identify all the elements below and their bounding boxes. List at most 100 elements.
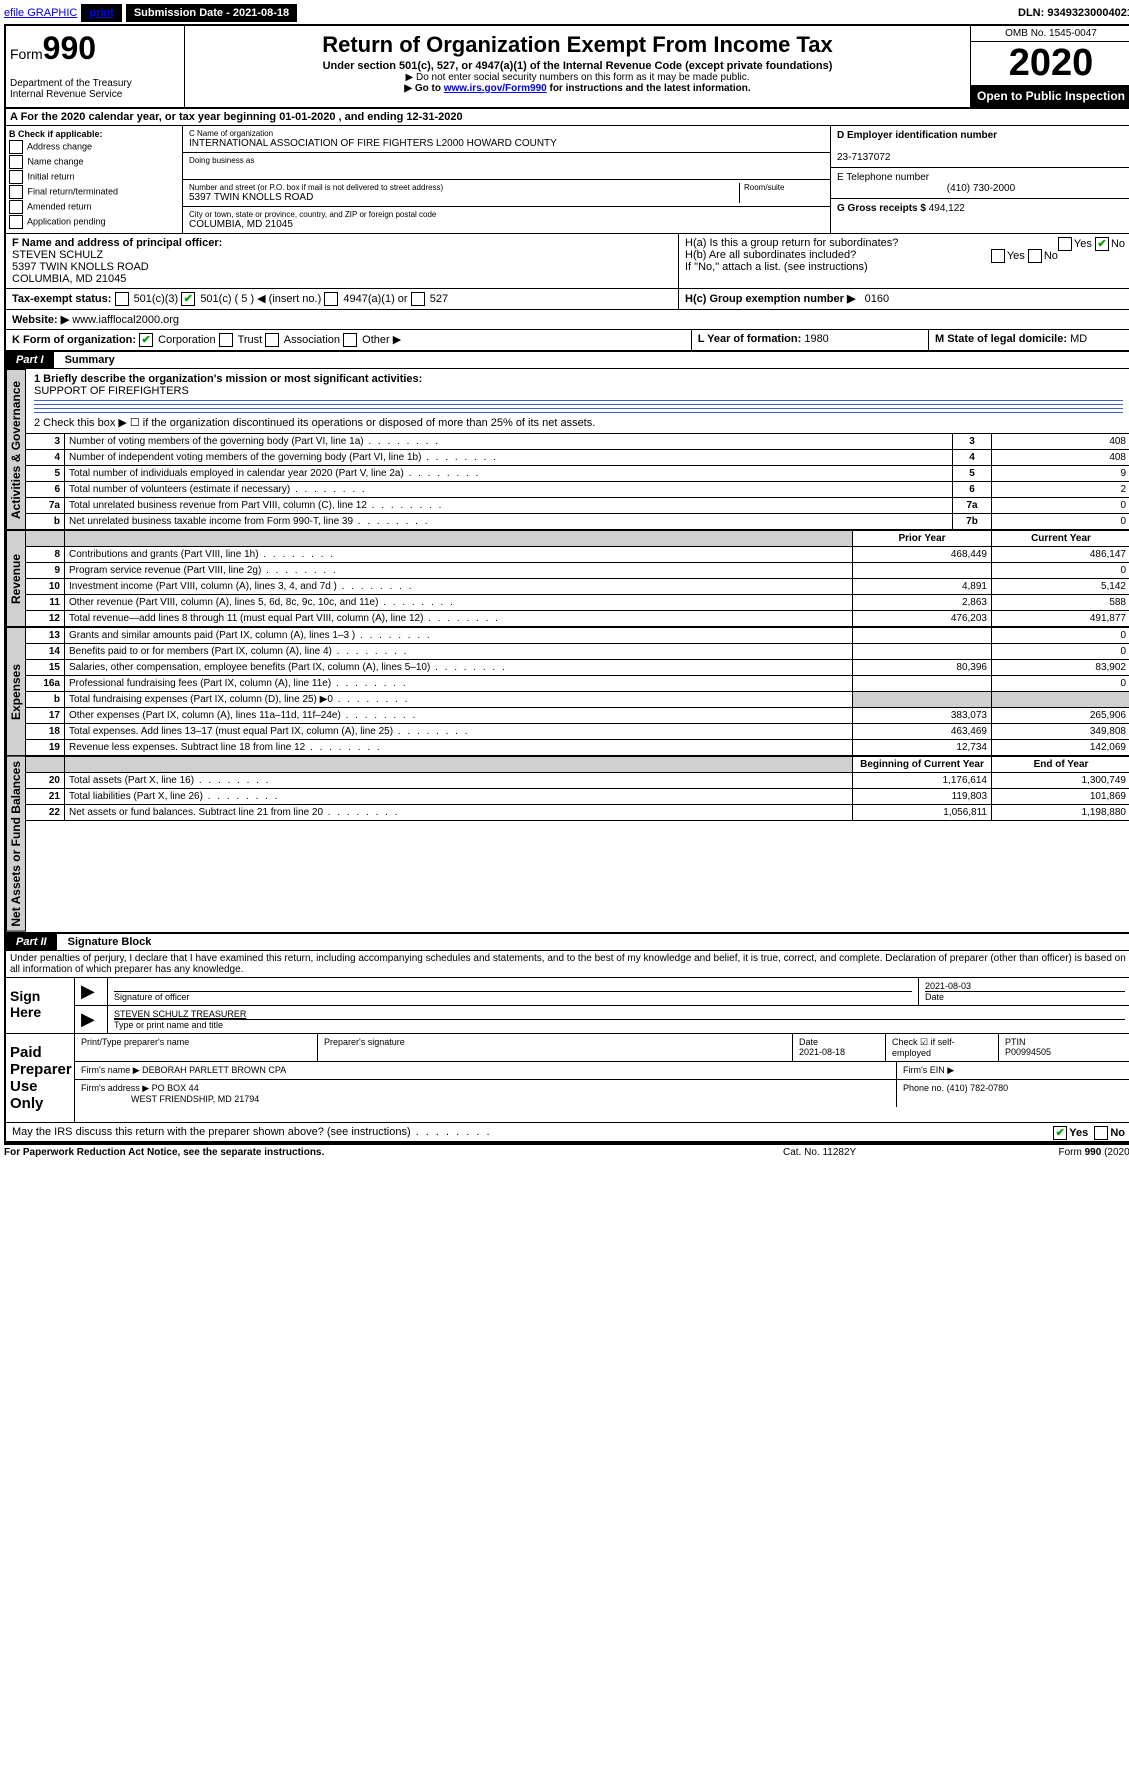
check-final-return[interactable]: Final return/terminated [9, 185, 179, 199]
box-f: F Name and address of principal officer:… [6, 234, 679, 288]
box-hc: H(c) Group exemption number ▶ 0160 [679, 289, 1129, 309]
part1-badge: Part I [6, 352, 54, 368]
table-row: 16aProfessional fundraising fees (Part I… [26, 676, 1129, 692]
self-employed: Check ☑ if self-employed [886, 1034, 999, 1061]
footer: For Paperwork Reduction Act Notice, see … [4, 1143, 1129, 1158]
side-governance: Activities & Governance [6, 369, 26, 530]
form-header: Form990 Department of the Treasury Inter… [6, 26, 1129, 109]
hb-yes[interactable]: Yes [1007, 250, 1025, 262]
period-row: A For the 2020 calendar year, or tax yea… [6, 109, 1129, 126]
check-initial-return[interactable]: Initial return [9, 170, 179, 184]
dba-label: Doing business as [189, 156, 824, 165]
arrow-icon-2: ▶ [75, 1006, 108, 1033]
firm-name-label: Firm's name ▶ [81, 1065, 140, 1075]
note-goto-suffix: for instructions and the latest informat… [547, 83, 751, 94]
form-number: 990 [43, 30, 96, 66]
phone-label: E Telephone number [837, 172, 929, 183]
form-title: Return of Organization Exempt From Incom… [189, 32, 966, 58]
cat-no: Cat. No. 11282Y [783, 1147, 983, 1158]
gross-receipts-label: G Gross receipts $ [837, 203, 926, 214]
revenue-section: Revenue Prior YearCurrent Year8Contribut… [6, 530, 1129, 627]
prep-date: 2021-08-18 [799, 1047, 845, 1057]
discuss-text: May the IRS discuss this return with the… [12, 1126, 492, 1138]
website-label: Website: ▶ [12, 314, 69, 326]
check-amended[interactable]: Amended return [9, 200, 179, 214]
ein-value: 23-7137072 [837, 152, 890, 163]
side-revenue: Revenue [6, 530, 26, 627]
officer-name: STEVEN SCHULZ [12, 249, 103, 261]
netassets-table: Beginning of Current YearEnd of Year20To… [26, 756, 1129, 821]
box-l-label: L Year of formation: [698, 333, 802, 345]
table-row: 22Net assets or fund balances. Subtract … [26, 805, 1129, 821]
omb-number: OMB No. 1545-0047 [971, 26, 1129, 42]
side-expenses: Expenses [6, 627, 26, 756]
hb-note: If "No," attach a list. (see instruction… [685, 261, 1125, 273]
table-row: 5Total number of individuals employed in… [26, 466, 1129, 482]
opt-527[interactable]: 527 [430, 293, 448, 305]
instructions-link[interactable]: www.irs.gov/Form990 [444, 83, 547, 94]
hc-value: 0160 [865, 293, 889, 305]
opt-other[interactable]: Other ▶ [362, 334, 401, 346]
firm-name: DEBORAH PARLETT BROWN CPA [142, 1065, 286, 1075]
table-row: 7aTotal unrelated business revenue from … [26, 498, 1129, 514]
ptin-value: P00994505 [1005, 1047, 1051, 1057]
tax-status: Tax-exempt status: 501(c)(3) 501(c) ( 5 … [6, 289, 679, 309]
table-row: 17Other expenses (Part IX, column (A), l… [26, 708, 1129, 724]
form-footer: Form 990 (2020) [983, 1147, 1129, 1158]
box-k: K Form of organization: Corporation Trus… [6, 330, 692, 350]
paid-preparer-label: Paid Preparer Use Only [6, 1034, 75, 1122]
form-subtitle: Under section 501(c), 527, or 4947(a)(1)… [189, 60, 966, 72]
efile-link[interactable]: efile GRAPHIC [4, 7, 77, 19]
discuss-no[interactable]: No [1110, 1127, 1125, 1139]
ha-yes[interactable]: Yes [1074, 238, 1092, 250]
revenue-table: Prior YearCurrent Year8Contributions and… [26, 530, 1129, 627]
officer-typed-name: STEVEN SCHULZ TREASURER [114, 1009, 246, 1019]
table-row: 6Total number of volunteers (estimate if… [26, 482, 1129, 498]
dln: DLN: 93493230004021 [1018, 7, 1129, 19]
ha-no[interactable]: No [1111, 238, 1125, 250]
ha-label: H(a) Is this a group return for subordin… [685, 237, 898, 249]
table-header: Beginning of Current YearEnd of Year [26, 757, 1129, 773]
sign-here-label: Sign Here [6, 978, 75, 1033]
opt-501c[interactable]: 501(c) ( 5 ) ◀ (insert no.) [200, 293, 321, 305]
prep-sig-label: Preparer's signature [324, 1037, 405, 1047]
mission-text: SUPPORT OF FIREFIGHTERS [34, 385, 189, 397]
form-id-box: Form990 Department of the Treasury Inter… [6, 26, 185, 107]
opt-501c3[interactable]: 501(c)(3) [134, 293, 179, 305]
table-row: 3Number of voting members of the governi… [26, 434, 1129, 450]
table-row: 12Total revenue—add lines 8 through 11 (… [26, 611, 1129, 627]
part2-title: Signature Block [60, 936, 152, 948]
firm-phone: (410) 782-0780 [947, 1083, 1009, 1093]
box-b: B Check if applicable: Address change Na… [6, 126, 183, 233]
city-value: COLUMBIA, MD 21045 [189, 219, 824, 230]
table-header: Prior YearCurrent Year [26, 531, 1129, 547]
opt-4947[interactable]: 4947(a)(1) or [343, 293, 407, 305]
netassets-section: Net Assets or Fund Balances Beginning of… [6, 756, 1129, 934]
box-m: M State of legal domicile: MD [929, 330, 1129, 350]
discuss-yes[interactable]: Yes [1069, 1127, 1088, 1139]
opt-corp[interactable]: Corporation [158, 334, 215, 346]
form-container: Form990 Department of the Treasury Inter… [4, 24, 1129, 1143]
box-c: C Name of organization INTERNATIONAL ASS… [183, 126, 831, 233]
check-name-change[interactable]: Name change [9, 155, 179, 169]
check-app-pending[interactable]: Application pending [9, 215, 179, 229]
governance-table: 3Number of voting members of the governi… [26, 433, 1129, 530]
hb-no[interactable]: No [1044, 250, 1058, 262]
hc-label: H(c) Group exemption number ▶ [685, 293, 855, 305]
street-address: 5397 TWIN KNOLLS ROAD [189, 192, 739, 203]
city-label: City or town, state or province, country… [189, 210, 824, 219]
opt-trust[interactable]: Trust [238, 334, 263, 346]
side-netassets: Net Assets or Fund Balances [6, 756, 26, 932]
opt-assoc[interactable]: Association [284, 334, 340, 346]
table-row: 8Contributions and grants (Part VIII, li… [26, 547, 1129, 563]
table-row: 10Investment income (Part VIII, column (… [26, 579, 1129, 595]
ein-label: D Employer identification number [837, 130, 997, 141]
check-address-change[interactable]: Address change [9, 140, 179, 154]
print-button[interactable]: print [81, 4, 121, 22]
row-klm: K Form of organization: Corporation Trus… [6, 330, 1129, 352]
row-fh: F Name and address of principal officer:… [6, 234, 1129, 289]
street-label: Number and street (or P.O. box if mail i… [189, 183, 739, 192]
phone-value: (410) 730-2000 [837, 183, 1125, 194]
table-row: bTotal fundraising expenses (Part IX, co… [26, 692, 1129, 708]
box-m-label: M State of legal domicile: [935, 333, 1067, 345]
